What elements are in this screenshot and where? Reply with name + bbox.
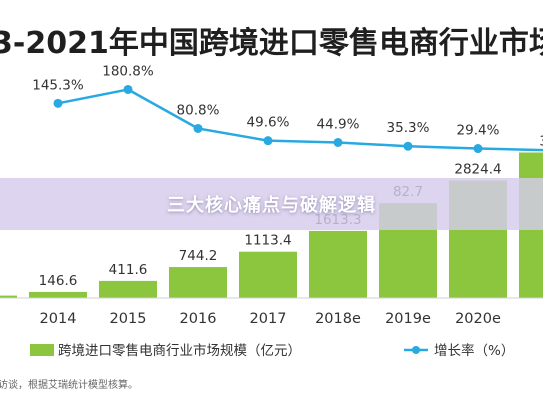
bar-2016 [169, 267, 227, 298]
growth-point-2017 [263, 136, 273, 146]
growth-label-2019e: 35.3% [387, 120, 430, 136]
growth-label-2014: 145.3% [32, 77, 84, 93]
x-tick-2019e: 2019e [385, 311, 431, 327]
growth-point-2016 [193, 123, 203, 133]
legend-line-marker [412, 346, 420, 354]
growth-label-2017: 49.6% [247, 115, 290, 131]
bar-2014 [29, 291, 87, 298]
x-tick-2015: 2015 [110, 311, 147, 327]
overlay-banner: 三大核心痛点与破解逻辑 [0, 178, 543, 230]
growth-point-2014 [53, 98, 63, 108]
legend-bar-label: 跨境进口零售电商行业市场规模（亿元） [58, 342, 301, 359]
legend-line-label: 增长率（%） [434, 342, 514, 359]
bar-2015 [99, 280, 157, 298]
growth-point-2015 [123, 84, 133, 94]
x-tick-2020e: 2020e [455, 311, 501, 327]
growth-point-2020e [473, 144, 483, 154]
bar-value-label-2016: 744.2 [179, 248, 218, 264]
bar-2013 [0, 295, 17, 298]
growth-point-2019e [403, 141, 413, 151]
x-axis-ticks: 320142015201620172018e2019e2020e2 [40, 311, 501, 327]
x-tick-2017: 2017 [250, 311, 287, 327]
growth-label-2018e: 44.9% [317, 116, 360, 132]
bar-2018e [309, 230, 367, 298]
bar-value-label-2020e: 2824.4 [454, 162, 501, 178]
bar-2017 [239, 251, 297, 298]
bar-value-label-2021e: 35 [539, 133, 543, 149]
growth-point-2018e [333, 137, 343, 147]
bar-value-label-2015: 411.6 [109, 262, 148, 278]
growth-line-series: 145.3%180.8%80.8%49.6%44.9%35.3%29.4%2 [32, 63, 543, 154]
x-tick-2018e: 2018e [315, 311, 361, 327]
bar-value-label-2014: 146.6 [39, 273, 78, 289]
chart-title: 3-2021年中国跨境进口零售电商行业市场 [0, 26, 543, 61]
bar-value-label-2017: 1113.4 [244, 233, 291, 249]
growth-line [57, 88, 543, 152]
growth-label-2015: 180.8% [102, 63, 154, 79]
growth-label-2020e: 29.4% [457, 123, 500, 139]
legend-bar-swatch [30, 344, 54, 356]
growth-label-2016: 80.8% [177, 102, 220, 118]
x-tick-2016: 2016 [180, 311, 217, 327]
legend: 跨境进口零售电商行业市场规模（亿元） 增长率（%） [30, 342, 514, 359]
source-note: 访谈，根据艾瑞统计模型核算。 [0, 378, 138, 391]
x-tick-2014: 2014 [40, 311, 77, 327]
banner-title: 三大核心痛点与破解逻辑 [167, 195, 376, 216]
